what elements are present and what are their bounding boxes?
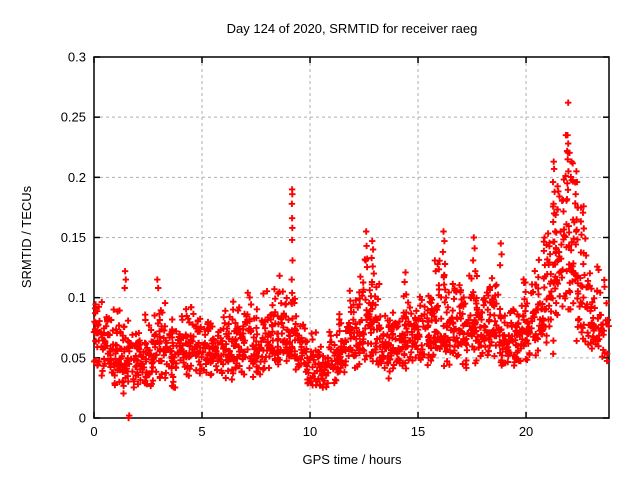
x-tick-label: 20 <box>519 424 533 439</box>
chart-title: Day 124 of 2020, SRMTID for receiver rae… <box>227 21 478 36</box>
x-axis-label: GPS time / hours <box>303 452 402 467</box>
y-tick-label: 0.05 <box>61 350 86 365</box>
y-tick-label: 0.1 <box>68 290 86 305</box>
x-tick-label: 15 <box>411 424 425 439</box>
x-tick-label: 5 <box>198 424 205 439</box>
y-tick-labels: 0 0.05 0.1 0.15 0.2 0.25 0.3 <box>61 50 86 426</box>
x-tick-label: 0 <box>90 424 97 439</box>
x-tick-labels: 0 5 10 15 20 <box>90 424 533 439</box>
y-tick-label: 0.3 <box>68 50 86 65</box>
tick-marks <box>93 56 609 419</box>
y-axis-label: SRMTID / TECUs <box>19 185 34 288</box>
scatter-points <box>90 99 612 422</box>
y-tick-label: 0.25 <box>61 110 86 125</box>
y-tick-label: 0.15 <box>61 230 86 245</box>
y-tick-label: 0 <box>79 411 86 426</box>
y-tick-label: 0.2 <box>68 170 86 185</box>
x-tick-label: 10 <box>303 424 317 439</box>
